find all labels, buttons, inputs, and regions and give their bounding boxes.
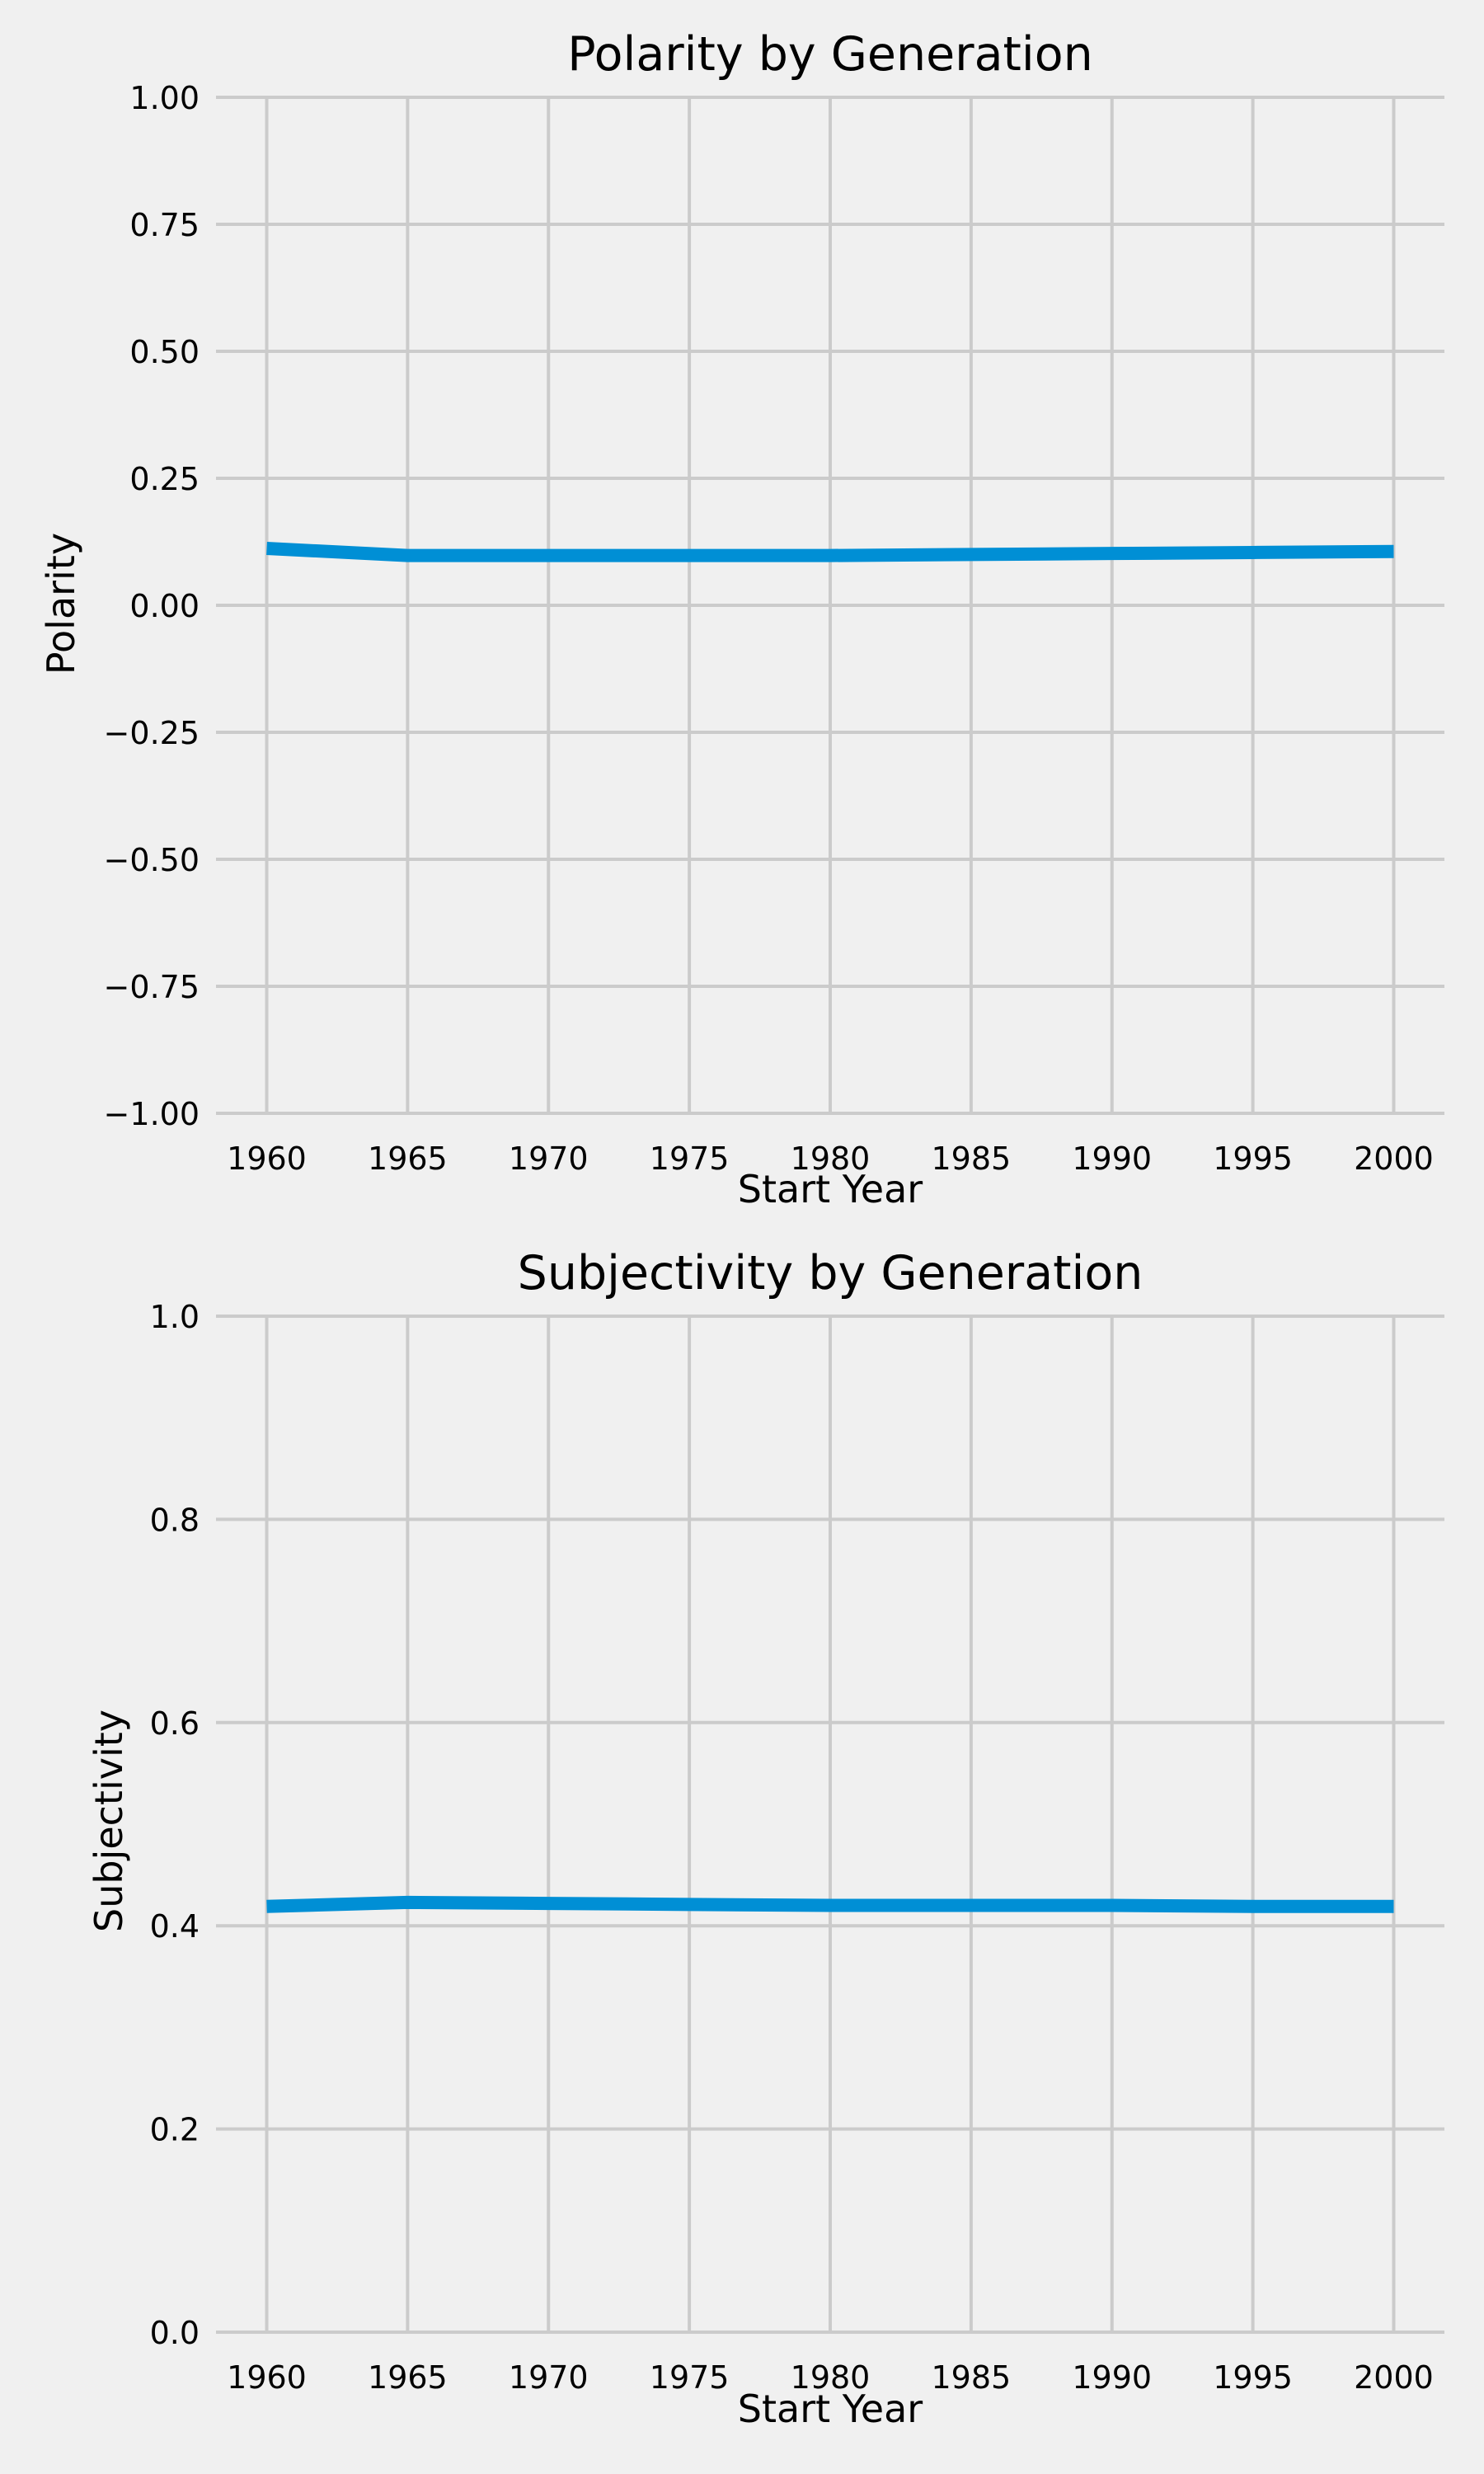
- subjectivity-chart-title: Subjectivity by Generation: [518, 1246, 1144, 1300]
- subjectivity-series-line: [266, 1895, 1394, 1913]
- polarity-series-line: [266, 542, 1394, 562]
- polarity-series: [266, 542, 1394, 562]
- subjectivity-y-tick-label: 0.8: [150, 1502, 200, 1538]
- polarity-y-tick-label: 0.25: [129, 461, 200, 497]
- polarity-chart-title: Polarity by Generation: [567, 27, 1092, 82]
- polarity-x-tick-label: 1980: [791, 1141, 871, 1177]
- polarity-y-axis-label: Polarity: [39, 533, 83, 675]
- subjectivity-x-tick-label: 1995: [1213, 2359, 1293, 2396]
- polarity-x-tick-label: 1970: [509, 1141, 589, 1177]
- polarity-chart: 1960 1965 1970 1975 1980 1985 1990 1995 2000 −1.…: [39, 27, 1444, 1211]
- polarity-y-tick-label: −0.75: [104, 969, 200, 1005]
- subjectivity-x-tick-label: 1985: [932, 2359, 1012, 2396]
- subjectivity-x-ticks: 1960 1965 1970 1975 1980 1985 1990 1995 2000: [227, 2359, 1434, 2396]
- subjectivity-y-tick-label: 1.0: [150, 1299, 200, 1335]
- polarity-x-tick-label: 1995: [1213, 1141, 1293, 1177]
- polarity-grid: [216, 96, 1444, 1115]
- polarity-x-axis-label: Start Year: [738, 1167, 923, 1211]
- polarity-y-tick-label: 1.00: [129, 80, 200, 116]
- polarity-x-tick-label: 1985: [932, 1141, 1012, 1177]
- subjectivity-x-tick-label: 1970: [509, 2359, 589, 2396]
- subjectivity-x-tick-label: 1965: [368, 2359, 448, 2396]
- subjectivity-y-ticks: 0.0 0.2 0.4 0.6 0.8 1.0: [150, 1299, 200, 2351]
- polarity-y-tick-label: 0.75: [129, 207, 200, 243]
- polarity-y-tick-label: −0.25: [104, 715, 200, 751]
- polarity-x-tick-label: 1975: [650, 1141, 730, 1177]
- polarity-x-ticks: 1960 1965 1970 1975 1980 1985 1990 1995 2000: [227, 1141, 1434, 1177]
- polarity-x-tick-label: 1965: [368, 1141, 448, 1177]
- subjectivity-x-tick-label: 1975: [650, 2359, 730, 2396]
- subjectivity-y-tick-label: 0.0: [150, 2315, 200, 2351]
- subjectivity-grid: [216, 1315, 1444, 2334]
- subjectivity-series: [266, 1895, 1394, 1913]
- subjectivity-y-tick-label: 0.4: [150, 1908, 200, 1945]
- polarity-x-tick-label: 1990: [1072, 1141, 1152, 1177]
- subjectivity-x-tick-label: 1960: [227, 2359, 307, 2396]
- subjectivity-x-tick-label: 2000: [1354, 2359, 1434, 2396]
- polarity-y-ticks: −1.00 −0.75 −0.50 −0.25 0.00 0.25 0.50 0.75 1.00: [104, 80, 200, 1132]
- polarity-y-tick-label: −1.00: [104, 1096, 200, 1132]
- subjectivity-x-axis-label: Start Year: [738, 2387, 923, 2431]
- subjectivity-y-tick-label: 0.6: [150, 1705, 200, 1742]
- subjectivity-x-tick-label: 1990: [1072, 2359, 1152, 2396]
- subjectivity-chart: 1960 1965 1970 1975 1980 1985 1990 1995 2000 0.0…: [87, 1246, 1444, 2431]
- subjectivity-y-tick-label: 0.2: [150, 2112, 200, 2148]
- polarity-x-tick-label: 2000: [1354, 1141, 1434, 1177]
- subjectivity-y-axis-label: Subjectivity: [87, 1710, 131, 1932]
- polarity-y-tick-label: 0.50: [129, 334, 200, 370]
- polarity-y-tick-label: 0.00: [129, 588, 200, 624]
- subjectivity-x-tick-label: 1980: [791, 2359, 871, 2396]
- polarity-x-tick-label: 1960: [227, 1141, 307, 1177]
- polarity-y-tick-label: −0.50: [104, 842, 200, 878]
